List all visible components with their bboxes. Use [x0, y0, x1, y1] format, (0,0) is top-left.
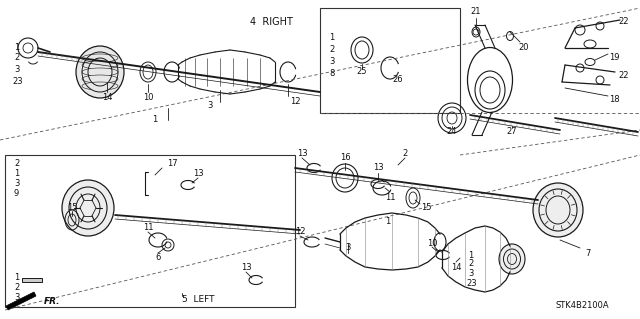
- Polygon shape: [6, 292, 36, 310]
- Text: 1: 1: [14, 42, 19, 51]
- Text: 3: 3: [346, 243, 351, 253]
- Ellipse shape: [76, 46, 124, 98]
- Text: 2: 2: [14, 54, 19, 63]
- Ellipse shape: [499, 244, 525, 274]
- Bar: [5, 155, 295, 307]
- Text: 1: 1: [14, 273, 19, 283]
- Text: 1: 1: [385, 218, 390, 226]
- Text: 3: 3: [14, 179, 19, 188]
- Text: 1: 1: [152, 115, 157, 124]
- Text: 2: 2: [14, 159, 19, 167]
- Text: 25: 25: [356, 68, 367, 77]
- Text: 7: 7: [586, 249, 591, 257]
- Text: 3: 3: [207, 101, 212, 110]
- Text: 19: 19: [609, 54, 620, 63]
- Text: 13: 13: [241, 263, 252, 272]
- Text: 9: 9: [14, 189, 19, 197]
- Text: 26: 26: [393, 76, 403, 85]
- Text: 16: 16: [340, 153, 350, 162]
- Text: 24: 24: [447, 128, 457, 137]
- Text: 2: 2: [403, 149, 408, 158]
- Text: 3: 3: [468, 269, 474, 278]
- Text: 20: 20: [519, 43, 529, 53]
- Text: 4  RIGHT: 4 RIGHT: [250, 17, 293, 27]
- Text: 13: 13: [193, 168, 204, 177]
- Text: 21: 21: [471, 8, 481, 17]
- Text: 3: 3: [14, 293, 19, 302]
- Text: 8: 8: [329, 70, 334, 78]
- Text: 14: 14: [451, 263, 461, 272]
- Text: 1: 1: [14, 168, 19, 177]
- Polygon shape: [22, 278, 42, 282]
- Text: 18: 18: [609, 95, 620, 105]
- Text: 10: 10: [143, 93, 153, 102]
- Text: 2: 2: [14, 284, 19, 293]
- Text: 11: 11: [385, 194, 396, 203]
- Text: 17: 17: [166, 159, 177, 167]
- Text: 2: 2: [468, 259, 473, 269]
- Bar: [320, 8, 460, 113]
- Text: 3: 3: [14, 64, 19, 73]
- Text: 3: 3: [329, 57, 334, 66]
- Text: 6: 6: [156, 254, 161, 263]
- Text: 22: 22: [619, 18, 629, 26]
- Text: 27: 27: [507, 128, 517, 137]
- Text: FR.: FR.: [44, 298, 61, 307]
- Text: 12: 12: [295, 227, 305, 236]
- Text: 1: 1: [468, 250, 473, 259]
- Text: 15: 15: [67, 203, 77, 211]
- Text: STK4B2100A: STK4B2100A: [555, 300, 609, 309]
- Text: 5  LEFT: 5 LEFT: [182, 295, 214, 305]
- Text: 13: 13: [297, 149, 307, 158]
- Text: 10: 10: [427, 239, 437, 248]
- Text: 23: 23: [466, 278, 477, 287]
- Text: 1: 1: [329, 33, 334, 42]
- Text: 22: 22: [619, 70, 629, 79]
- Text: 12: 12: [290, 98, 300, 107]
- Text: 2: 2: [329, 46, 334, 55]
- Text: 11: 11: [143, 224, 153, 233]
- Text: 14: 14: [102, 93, 112, 102]
- Text: 13: 13: [372, 164, 383, 173]
- Ellipse shape: [62, 180, 114, 236]
- Ellipse shape: [533, 183, 583, 237]
- Text: 15: 15: [420, 204, 431, 212]
- Text: 23: 23: [12, 78, 22, 86]
